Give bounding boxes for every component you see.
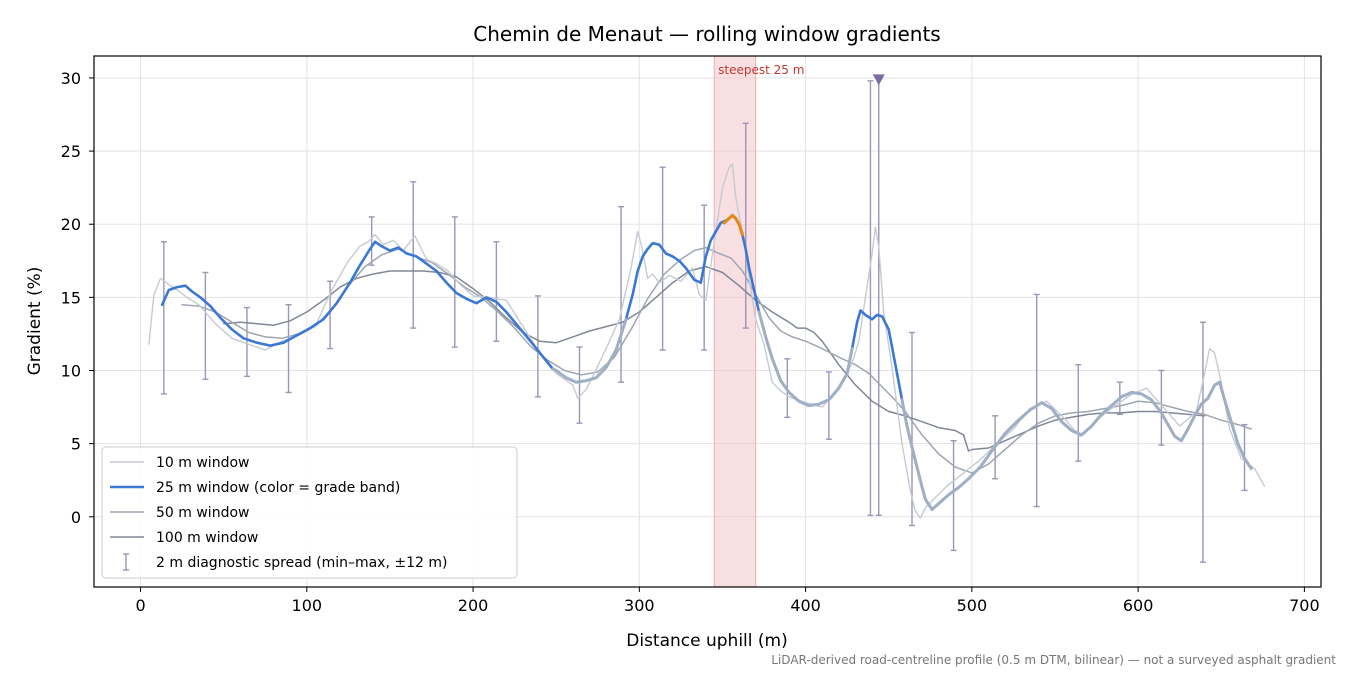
steepest-label: steepest 25 m xyxy=(718,63,804,77)
y-tick-label: 15 xyxy=(61,288,81,307)
grade-band-segment xyxy=(551,317,628,384)
peak-marker-group xyxy=(872,74,885,86)
plot-frame xyxy=(93,55,1322,588)
y-axis-label: Gradient (%) xyxy=(25,267,45,376)
peak-marker xyxy=(872,74,885,86)
y-tick-label: 30 xyxy=(61,69,81,88)
grade-band-segment xyxy=(757,310,854,408)
legend-label: 25 m window (color = grade band) xyxy=(156,480,400,496)
x-tick-label: 500 xyxy=(957,596,988,615)
legend-label: 50 m window xyxy=(156,505,249,521)
x-tick-label: 300 xyxy=(624,596,655,615)
x-tick-label: 200 xyxy=(458,596,489,615)
legend-label: 100 m window xyxy=(156,530,258,546)
x-tick-label: 0 xyxy=(135,596,145,615)
y-tick-label: 25 xyxy=(61,142,81,161)
y-tick-label: 0 xyxy=(71,508,81,527)
x-tick-label: 400 xyxy=(790,596,821,615)
legend: 10 m window 25 m window (color = grade ba… xyxy=(101,446,518,579)
x-tick-label: 700 xyxy=(1289,596,1320,615)
grade-band-segment xyxy=(900,380,1253,511)
series-line xyxy=(181,246,1252,474)
chart-title: Chemin de Menaut — rolling window gradie… xyxy=(473,22,940,46)
x-axis-label: Distance uphill (m) xyxy=(626,631,787,651)
y-axis: 0 5 10 15 20 25 30 xyxy=(61,69,94,527)
y-tick-label: 20 xyxy=(61,215,81,234)
legend-label: 2 m diagnostic spread (min–max, ±12 m) xyxy=(156,555,447,571)
x-axis: 0 100 200 300 400 500 600 700 xyxy=(135,587,1320,615)
x-tick-label: 600 xyxy=(1123,596,1154,615)
series-lines xyxy=(148,163,1266,519)
y-tick-label: 5 xyxy=(71,435,81,454)
y-tick-label: 10 xyxy=(61,362,81,381)
footnote: LiDAR-derived road-centreline profile (0… xyxy=(771,653,1336,667)
legend-label: 10 m window xyxy=(156,455,249,471)
x-tick-label: 100 xyxy=(292,596,323,615)
legend-box xyxy=(101,446,518,579)
steep-segment xyxy=(722,213,744,237)
steepest-band-rect xyxy=(713,55,757,588)
